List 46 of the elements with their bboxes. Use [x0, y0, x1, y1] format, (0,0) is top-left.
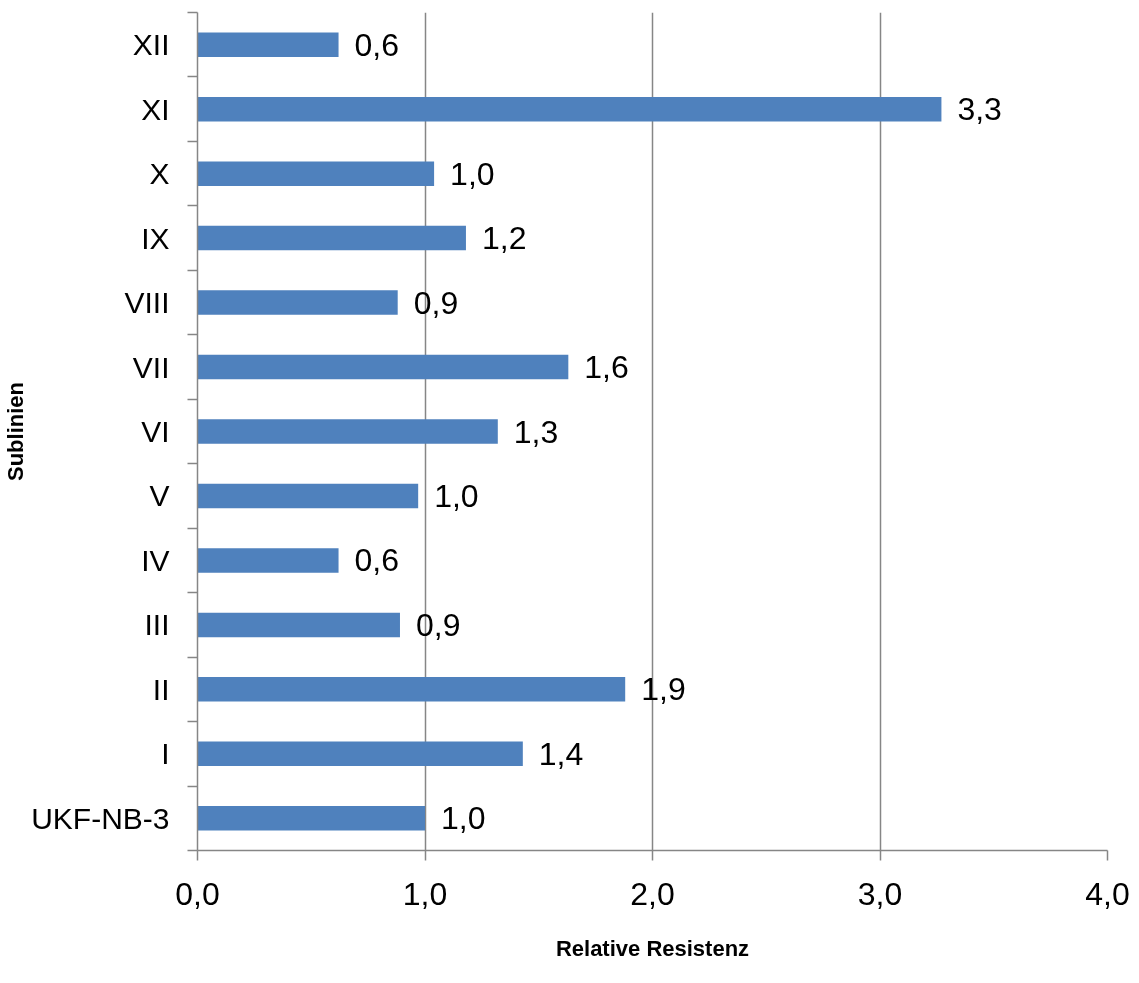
y-tick-label: I	[161, 737, 170, 771]
x-axis-title: Relative Resistenz	[555, 935, 750, 961]
x-tick-label: 2,0	[630, 875, 675, 912]
bar	[197, 741, 523, 767]
y-tick-label: VII	[132, 350, 170, 384]
x-tick-label: 4,0	[1085, 875, 1130, 912]
data-label: 1,0	[434, 477, 479, 514]
bar	[197, 225, 466, 251]
y-tick-label: VI	[141, 415, 170, 448]
bar	[197, 32, 339, 57]
y-tick-label: IV	[141, 543, 170, 577]
bar	[197, 677, 626, 702]
y-tick-label: VIII	[124, 286, 170, 320]
data-label: 1,6	[584, 349, 629, 386]
bar	[197, 290, 398, 315]
y-tick-label: V	[149, 479, 170, 513]
bar	[197, 806, 425, 831]
y-tick-label: XI	[141, 92, 170, 126]
y-axis-title: Sublinien	[3, 382, 29, 481]
data-label: 1,9	[641, 671, 686, 708]
data-label: 0,9	[415, 606, 461, 643]
y-tick-label: II	[152, 672, 170, 706]
data-label: 0,6	[354, 542, 400, 579]
data-label: 3,3	[957, 91, 1002, 128]
y-tick-label: III	[144, 608, 170, 642]
bar	[197, 419, 498, 444]
bar	[197, 483, 419, 509]
x-tick-label: 0,0	[175, 875, 220, 912]
y-tick-label: IX	[141, 221, 170, 255]
data-label: 0,6	[354, 26, 400, 63]
x-tick-label: 1,0	[402, 875, 448, 912]
data-label: 1,3	[513, 413, 559, 450]
bar	[197, 354, 569, 380]
data-label: 0,9	[413, 284, 459, 321]
data-label: 1,0	[441, 800, 486, 837]
y-tick-label: UKF-NB-3	[31, 801, 170, 835]
bar	[197, 161, 435, 186]
data-label: 1,4	[538, 735, 584, 772]
y-tick-label: X	[149, 157, 170, 191]
bar	[197, 612, 400, 638]
x-tick-label: 3,0	[857, 875, 903, 912]
y-tick-label: XII	[132, 28, 170, 62]
bar	[197, 96, 942, 122]
bar	[197, 548, 339, 573]
data-label: 1,0	[450, 155, 495, 192]
data-label: 1,2	[481, 220, 527, 257]
